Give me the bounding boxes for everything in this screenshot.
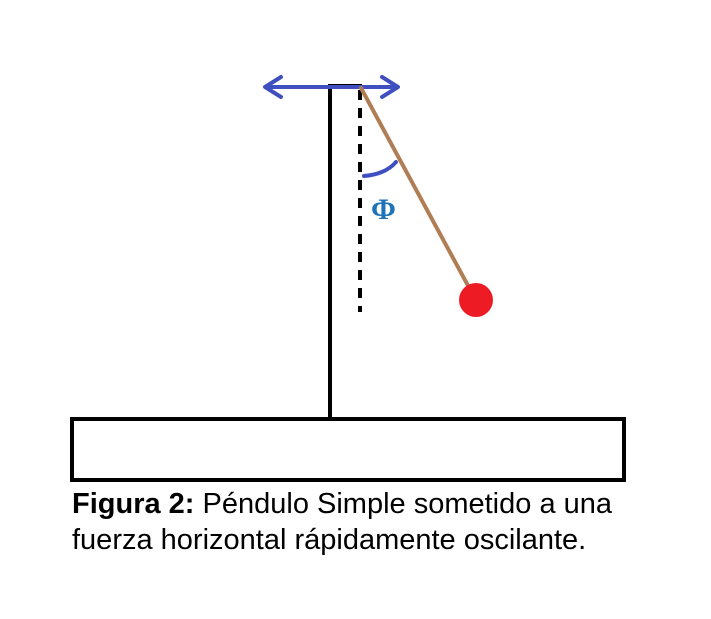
oscillation-arrow-icon <box>263 75 400 99</box>
caption-text: Péndulo Simple sometido a una fuerza hor… <box>72 488 613 556</box>
pendulum-bob <box>459 283 493 317</box>
caption-label: Figura 2: <box>72 488 195 520</box>
figure-caption: Figura 2: Péndulo Simple sometido a una … <box>72 486 672 558</box>
base-platform <box>70 417 626 482</box>
angle-arc <box>362 160 398 178</box>
angle-label: Φ <box>371 193 396 226</box>
pendulum-rod <box>359 86 474 295</box>
